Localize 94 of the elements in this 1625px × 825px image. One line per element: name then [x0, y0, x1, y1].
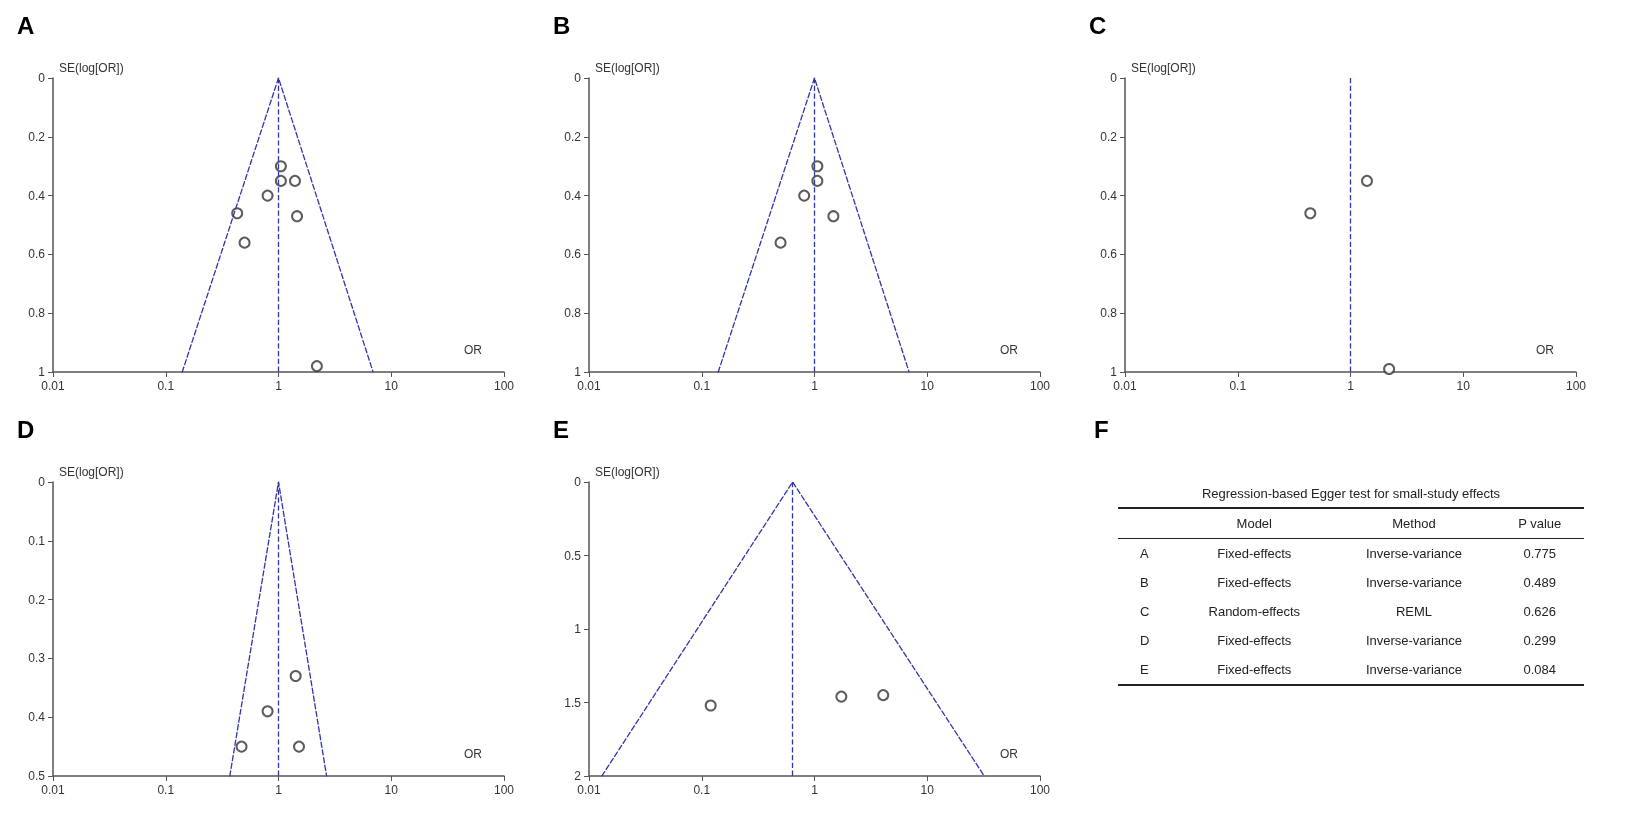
x-tick-label: 0.01: [41, 783, 65, 797]
y-tick-label: 0.1: [28, 533, 46, 548]
y-tick-label: 0: [1110, 71, 1118, 85]
chart-title: B: [553, 11, 571, 39]
x-tick-label: 10: [384, 379, 399, 393]
x-tick-label: 10: [920, 783, 935, 797]
x-tick-label: 0.01: [577, 783, 601, 797]
y-axis-title: SE(log[OR]): [1131, 61, 1196, 75]
chart-title: A: [17, 11, 35, 39]
y-tick-label: 0.4: [28, 710, 46, 725]
y-tick-label: 0: [38, 475, 46, 489]
x-tick-label: 10: [384, 783, 399, 797]
text: Inverse-variance: [1365, 633, 1462, 648]
y-tick-label: 0.2: [28, 592, 46, 607]
x-tick-label: 1: [275, 379, 283, 393]
y-axis-title: SE(log[OR]): [59, 61, 124, 75]
y-tick-label: 1.5: [564, 695, 582, 710]
x-tick-label: 0.1: [693, 783, 711, 797]
x-tick-label: 0.1: [1229, 379, 1247, 393]
y-tick-label: 1: [574, 365, 582, 379]
y-tick-label: 0.4: [564, 188, 582, 203]
y-tick-label: 0.3: [28, 651, 46, 666]
x-tick-label: 100: [493, 783, 515, 797]
x-tick-label: 0.1: [693, 379, 711, 393]
chart-title: D: [17, 415, 35, 443]
y-tick-label: 0.4: [28, 188, 46, 203]
x-tick-label: 100: [1565, 379, 1587, 393]
x-tick-label: 1: [811, 379, 819, 393]
x-tick-label: 0.01: [1113, 379, 1137, 393]
y-tick-label: 0.8: [1100, 306, 1118, 321]
category-label: D: [1140, 633, 1150, 648]
x-tick-label: 0.01: [41, 379, 65, 393]
x-tick-label: 0.1: [157, 379, 175, 393]
y-tick-label: 0.5: [564, 548, 582, 563]
x-tick-label: 100: [493, 379, 515, 393]
text: Regression-based Egger test for small-study effects: [1200, 486, 1502, 501]
y-axis-title: SE(log[OR]): [59, 465, 124, 479]
y-tick-label: 0: [574, 71, 582, 85]
x-tick-label: 10: [1456, 379, 1471, 393]
x-axis-title: OR: [1536, 343, 1555, 357]
category-label: Method: [1391, 515, 1437, 533]
y-tick-label: 0: [574, 475, 582, 489]
text: Inverse-variance: [1365, 546, 1462, 561]
y-tick-label: 2: [574, 769, 582, 783]
y-tick-label: 0.6: [28, 247, 46, 262]
y-axis-title: SE(log[OR]): [595, 465, 660, 479]
text: Inverse-variance: [1365, 575, 1462, 590]
x-tick-label: 1: [811, 783, 819, 797]
x-axis-title: OR: [1000, 343, 1019, 357]
text: REML: [1395, 604, 1433, 619]
text: Fixed-effects: [1217, 546, 1292, 561]
y-tick-label: 1: [1110, 365, 1118, 379]
text: Fixed-effects: [1217, 633, 1292, 648]
text: Inverse-variance: [1365, 662, 1462, 677]
y-tick-label: 0.2: [564, 129, 582, 144]
x-tick-label: 10: [920, 379, 935, 393]
y-tick-label: 0.6: [1100, 247, 1118, 262]
text: F: [1094, 416, 1109, 444]
x-axis-title: OR: [1000, 747, 1019, 761]
y-tick-label: 0.2: [1100, 129, 1118, 144]
x-tick-label: 0.01: [577, 379, 601, 393]
x-tick-label: 1: [275, 783, 283, 797]
y-tick-label: 0: [38, 71, 46, 85]
y-tick-label: 0.8: [28, 306, 46, 321]
text: 0.299: [1523, 633, 1556, 648]
chart-title: E: [553, 415, 570, 443]
text: Fixed-effects: [1217, 575, 1292, 590]
category-label: A: [1140, 546, 1149, 561]
category-label: Model: [1235, 515, 1273, 533]
y-tick-label: 0.8: [564, 306, 582, 321]
text: Fixed-effects: [1217, 662, 1292, 677]
text: 0.084: [1523, 662, 1556, 677]
x-tick-label: 100: [1029, 379, 1051, 393]
text: 0.626: [1523, 604, 1556, 619]
y-tick-label: 1: [38, 365, 46, 379]
text: 0.489: [1523, 575, 1556, 590]
category-label: E: [1140, 662, 1149, 677]
x-axis-title: OR: [464, 343, 483, 357]
category-label: C: [1140, 604, 1150, 619]
y-tick-label: 0.6: [564, 247, 582, 262]
y-tick-label: 0.2: [28, 129, 46, 144]
category-label: P value: [1517, 515, 1563, 533]
y-tick-label: 0.5: [28, 769, 46, 783]
category-label: B: [1140, 575, 1149, 590]
text: Random-effects: [1208, 604, 1301, 619]
y-tick-label: 0.4: [1100, 188, 1118, 203]
y-tick-label: 1: [574, 622, 582, 636]
chart-title: C: [1089, 11, 1107, 39]
y-axis-title: SE(log[OR]): [595, 61, 660, 75]
x-axis-title: OR: [464, 747, 483, 761]
x-tick-label: 0.1: [157, 783, 175, 797]
text: 0.775: [1523, 546, 1556, 561]
x-tick-label: 100: [1029, 783, 1051, 797]
x-tick-label: 1: [1347, 379, 1355, 393]
